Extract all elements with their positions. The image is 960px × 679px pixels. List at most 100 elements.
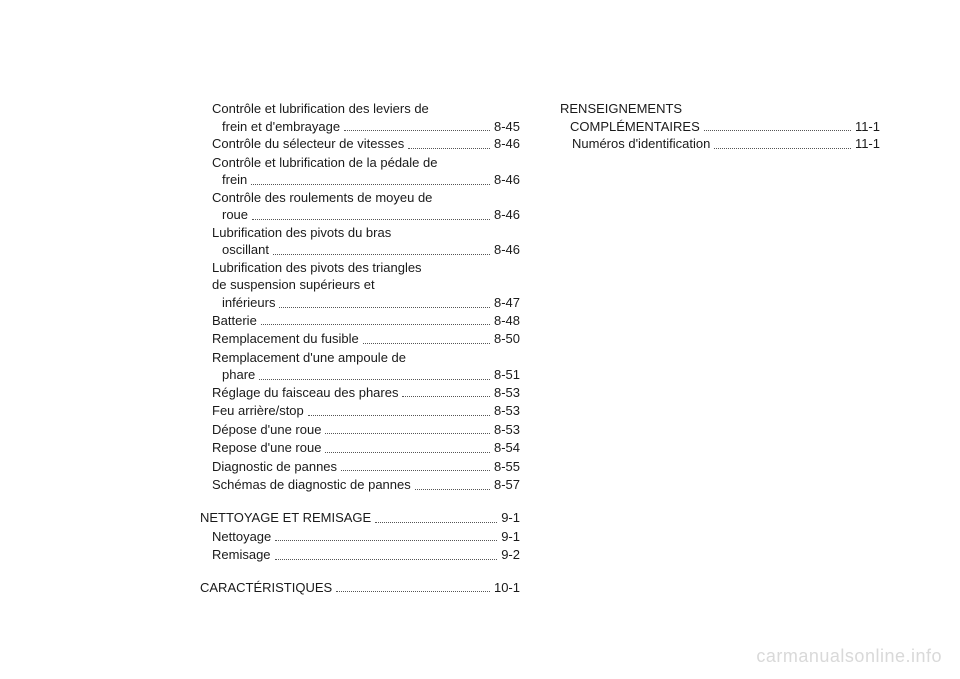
toc-label: COMPLÉMENTAIRES: [560, 118, 700, 136]
toc-leader-dots: [252, 219, 490, 220]
document-page: Contrôle et lubrification des leviers de…: [0, 0, 960, 679]
toc-label-line: Lubrification des pivots des triangles: [212, 259, 520, 277]
toc-entry: Remplacement du fusible 8-50: [200, 330, 520, 348]
toc-entry: Numéros d'identification 11-1: [560, 135, 880, 153]
toc-leader-dots: [259, 379, 490, 380]
toc-leader-dots: [704, 130, 851, 131]
toc-page-number: 8-53: [494, 421, 520, 439]
toc-entry-lastline: oscillant 8-46: [212, 241, 520, 259]
toc-leader-dots: [251, 184, 490, 185]
section-gap: [200, 495, 520, 509]
toc-entry: Dépose d'une roue 8-53: [200, 421, 520, 439]
toc-leader-dots: [308, 415, 490, 416]
toc-entry: Contrôle et lubrification de la pédale d…: [200, 154, 520, 189]
toc-page-number: 8-46: [494, 135, 520, 153]
toc-column-right: RENSEIGNEMENTSCOMPLÉMENTAIRES11-1Numéros…: [560, 100, 880, 597]
toc-page-number: 11-1: [855, 118, 880, 136]
toc-label: Diagnostic de pannes: [212, 458, 337, 476]
toc-label: Numéros d'identification: [572, 135, 710, 153]
toc-leader-dots: [344, 130, 490, 131]
toc-label: Remplacement du fusible: [212, 330, 359, 348]
toc-page-number: 8-46: [494, 241, 520, 259]
toc-page-number: 8-57: [494, 476, 520, 494]
toc-leader-dots: [714, 148, 851, 149]
toc-label: Feu arrière/stop: [212, 402, 304, 420]
toc-label: phare: [212, 366, 255, 384]
toc-page-number: 8-53: [494, 402, 520, 420]
toc-page-number: 8-46: [494, 206, 520, 224]
toc-label: frein et d'embrayage: [212, 118, 340, 136]
section-gap: [200, 565, 520, 579]
toc-entry: Batterie8-48: [200, 312, 520, 330]
toc-leader-dots: [325, 433, 490, 434]
toc-column-left: Contrôle et lubrification des leviers de…: [200, 100, 520, 597]
toc-label: CARACTÉRISTIQUES: [200, 579, 332, 597]
toc-page-number: 8-55: [494, 458, 520, 476]
toc-label: Dépose d'une roue: [212, 421, 321, 439]
toc-label-line: Contrôle des roulements de moyeu de: [212, 189, 520, 207]
toc-page-number: 8-51: [494, 366, 520, 384]
toc-entry: Feu arrière/stop 8-53: [200, 402, 520, 420]
toc-page-number: 11-1: [855, 135, 880, 153]
toc-label: Contrôle du sélecteur de vitesses: [212, 135, 404, 153]
toc-page-number: 9-2: [501, 546, 520, 564]
toc-leader-dots: [273, 254, 490, 255]
toc-leader-dots: [375, 522, 497, 523]
toc-page-number: 8-47: [494, 294, 520, 312]
toc-page-number: 8-50: [494, 330, 520, 348]
toc-entry: Diagnostic de pannes 8-55: [200, 458, 520, 476]
toc-entry: Lubrification des pivots des trianglesde…: [200, 259, 520, 312]
toc-label-line: Lubrification des pivots du bras: [212, 224, 520, 242]
toc-entry: Contrôle et lubrification des leviers de…: [200, 100, 520, 135]
toc-entry-lastline: inférieurs 8-47: [212, 294, 520, 312]
toc-entry: Repose d'une roue 8-54: [200, 439, 520, 457]
toc-leader-dots: [402, 396, 490, 397]
toc-page-number: 10-1: [494, 579, 520, 597]
toc-page-number: 9-1: [501, 509, 520, 527]
toc-label: frein: [212, 171, 247, 189]
toc-label: Nettoyage: [212, 528, 271, 546]
toc-entry-lastline: roue8-46: [212, 206, 520, 224]
toc-leader-dots: [341, 470, 490, 471]
toc-entry: CARACTÉRISTIQUES 10-1: [200, 579, 520, 597]
toc-entry-lastline: frein et d'embrayage 8-45: [212, 118, 520, 136]
toc-entry: Schémas de diagnostic de pannes 8-57: [200, 476, 520, 494]
toc-leader-dots: [363, 343, 490, 344]
toc-page-number: 9-1: [501, 528, 520, 546]
toc-page-number: 8-53: [494, 384, 520, 402]
toc-leader-dots: [261, 324, 490, 325]
toc-leader-dots: [279, 307, 490, 308]
toc-page-number: 8-54: [494, 439, 520, 457]
toc-columns: Contrôle et lubrification des leviers de…: [200, 100, 880, 597]
toc-entry-lastline: frein 8-46: [212, 171, 520, 189]
toc-entry: Contrôle des roulements de moyeu deroue8…: [200, 189, 520, 224]
toc-entry-lastline: COMPLÉMENTAIRES 11-1: [560, 118, 880, 136]
toc-label: Remisage: [212, 546, 271, 564]
toc-label-line: de suspension supérieurs et: [212, 276, 520, 294]
toc-entry: Remplacement d'une ampoule dephare8-51: [200, 349, 520, 384]
toc-label: Batterie: [212, 312, 257, 330]
toc-page-number: 8-46: [494, 171, 520, 189]
toc-label: oscillant: [212, 241, 269, 259]
toc-leader-dots: [275, 540, 497, 541]
toc-label-line: RENSEIGNEMENTS: [560, 100, 880, 118]
toc-entry: RENSEIGNEMENTSCOMPLÉMENTAIRES 11-1: [560, 100, 880, 135]
toc-entry: Remisage 9-2: [200, 546, 520, 564]
toc-leader-dots: [415, 489, 490, 490]
toc-leader-dots: [275, 559, 498, 560]
toc-label: inférieurs: [212, 294, 275, 312]
toc-label-line: Contrôle et lubrification des leviers de: [212, 100, 520, 118]
toc-page-number: 8-45: [494, 118, 520, 136]
watermark-text: carmanualsonline.info: [756, 646, 942, 667]
toc-entry: Nettoyage 9-1: [200, 528, 520, 546]
toc-entry-lastline: phare 8-51: [212, 366, 520, 384]
toc-leader-dots: [336, 591, 490, 592]
toc-entry: Lubrification des pivots du brasoscillan…: [200, 224, 520, 259]
toc-leader-dots: [325, 452, 490, 453]
toc-label: Réglage du faisceau des phares: [212, 384, 398, 402]
toc-label: Schémas de diagnostic de pannes: [212, 476, 411, 494]
toc-label: Repose d'une roue: [212, 439, 321, 457]
toc-label: NETTOYAGE ET REMISAGE: [200, 509, 371, 527]
toc-entry: NETTOYAGE ET REMISAGE 9-1: [200, 509, 520, 527]
toc-label-line: Contrôle et lubrification de la pédale d…: [212, 154, 520, 172]
